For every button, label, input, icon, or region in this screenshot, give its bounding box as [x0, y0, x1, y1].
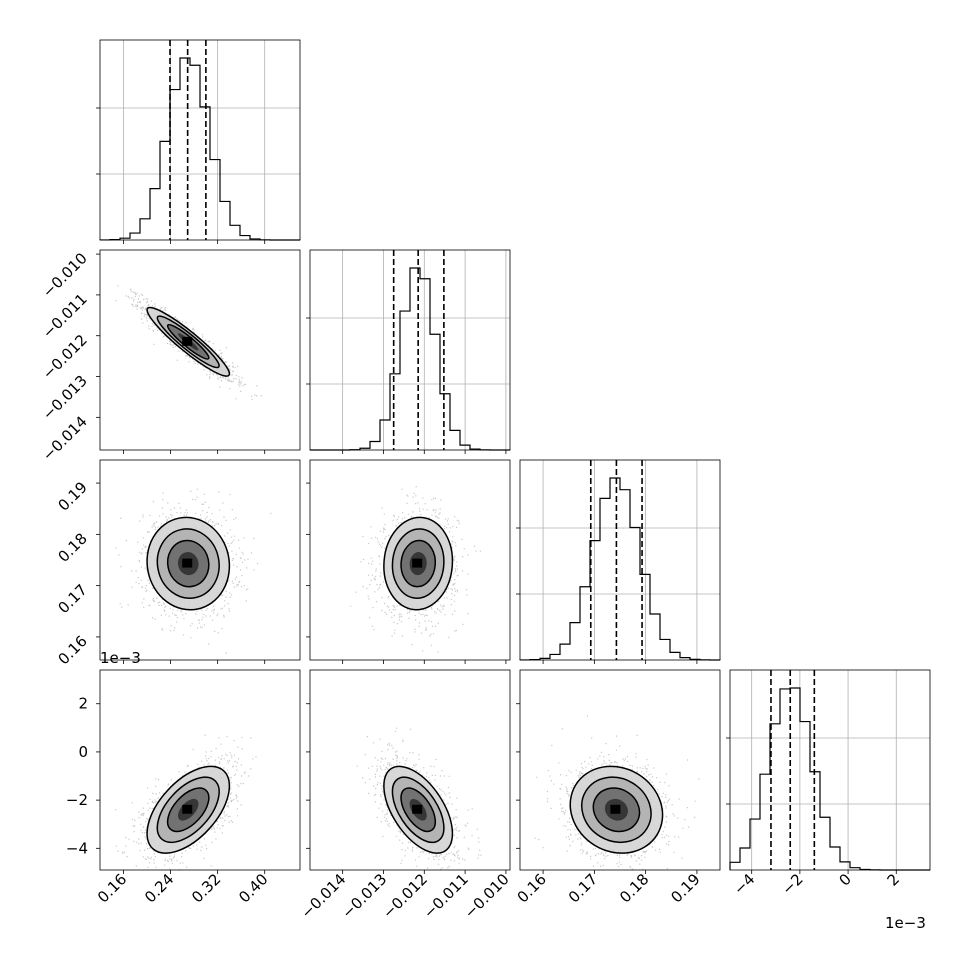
x-tick-label: −4 — [730, 870, 758, 898]
panel-frame — [99, 249, 301, 451]
y-tick-label: 0.19 — [54, 478, 90, 514]
density-peak — [412, 558, 423, 568]
scatter-panel-3-0 — [96, 669, 301, 874]
x-tick-label: 0 — [835, 870, 854, 889]
panel-frame — [99, 669, 301, 871]
scatter-panel-1-0 — [96, 249, 301, 454]
contour-1 — [156, 315, 220, 369]
contour-1 — [156, 528, 220, 599]
x-tick-label: −2 — [778, 870, 806, 898]
panel-frame — [99, 459, 301, 661]
panel-content — [115, 734, 257, 870]
y-tick-label: −4 — [66, 839, 88, 857]
contour-0 — [383, 765, 454, 854]
histogram-panel-1 — [306, 249, 511, 451]
x-tick-label: 0.17 — [565, 870, 601, 906]
y-tick-label: −0.012 — [39, 331, 91, 383]
panel-frame — [519, 669, 721, 871]
x-offset-text: 1e−3 — [885, 914, 926, 932]
histogram-steps — [729, 687, 930, 871]
panel-content — [115, 285, 262, 400]
density-peak — [182, 804, 193, 814]
contour-2 — [166, 323, 210, 360]
y-tick-label: −0.010 — [39, 249, 91, 301]
panel-frame — [309, 249, 511, 451]
contour-2 — [166, 539, 210, 588]
contour-2 — [166, 787, 210, 833]
contour-2 — [400, 787, 437, 833]
panel-content — [115, 488, 272, 654]
density-peak — [412, 804, 423, 814]
x-tick-label: −0.013 — [338, 870, 390, 922]
y-tick-label: 0.18 — [54, 529, 90, 565]
contour-1 — [581, 776, 652, 844]
y-tick-label: 0 — [78, 743, 88, 761]
density-peak — [182, 336, 193, 346]
x-tick-label: −0.012 — [379, 870, 431, 922]
scatter-panel-3-2 — [516, 669, 721, 874]
contour-1 — [156, 776, 220, 844]
contour-2 — [592, 787, 641, 833]
histogram-panel-0 — [96, 39, 301, 241]
x-tick-label: 0.32 — [188, 870, 224, 906]
panel-frame — [309, 669, 511, 871]
contour-0 — [383, 516, 454, 611]
x-tick-label: 0.19 — [667, 870, 703, 906]
y-tick-label: 2 — [78, 695, 88, 713]
x-tick-label: −0.014 — [297, 870, 349, 922]
y-tick-label: 0.16 — [54, 632, 90, 668]
histogram-panel-2 — [516, 459, 721, 661]
scatter-panel-3-1 — [306, 669, 511, 874]
histogram-steps — [310, 267, 511, 451]
y-tick-label: 0.17 — [54, 581, 90, 617]
panel-frame — [729, 669, 931, 871]
y-tick-label: −0.011 — [39, 290, 91, 342]
x-tick-label: 2 — [884, 870, 903, 889]
density-peak — [610, 804, 621, 814]
panel-content — [356, 727, 482, 870]
panel-content — [534, 715, 700, 870]
contour-0 — [569, 765, 664, 854]
contour-2 — [400, 539, 437, 588]
density-peak — [182, 558, 193, 568]
x-tick-label: 0.24 — [141, 870, 177, 906]
scatter-panel-2-0 — [96, 459, 301, 664]
histogram-panel-3 — [726, 669, 931, 871]
x-tick-label: −0.011 — [420, 870, 472, 922]
x-tick-label: 0.16 — [514, 870, 550, 906]
contour-0 — [146, 516, 231, 611]
panel-frame — [519, 459, 721, 661]
contour-1 — [391, 528, 445, 599]
y-tick-label: −2 — [66, 791, 88, 809]
x-tick-label: 0.18 — [616, 870, 652, 906]
contour-0 — [146, 306, 231, 377]
y-tick-label: −0.013 — [39, 372, 91, 424]
contour-0 — [146, 765, 231, 854]
x-tick-label: −0.010 — [461, 870, 513, 922]
scatter-panel-2-1 — [306, 459, 511, 664]
contour-1 — [391, 776, 445, 844]
panel-content — [350, 486, 481, 653]
y-tick-label: −0.014 — [39, 412, 91, 464]
panel-frame — [309, 459, 511, 661]
x-tick-label: 0.16 — [94, 870, 130, 906]
histogram-steps — [519, 477, 721, 661]
y-offset-text: 1e−3 — [100, 649, 141, 667]
x-tick-label: 0.40 — [235, 870, 271, 906]
panel-frame — [99, 39, 301, 241]
histogram-steps — [99, 57, 300, 241]
